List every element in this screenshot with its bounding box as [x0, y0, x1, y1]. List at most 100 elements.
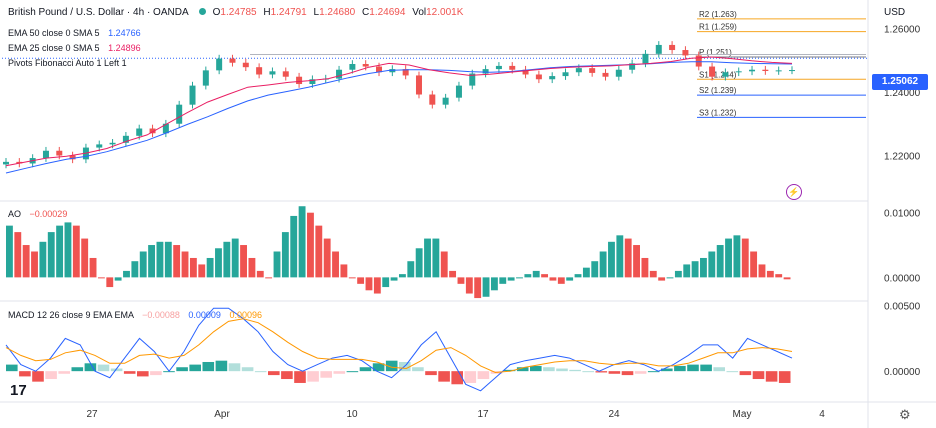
ema25-line[interactable] [5, 56, 793, 167]
macd-histogram-bar [241, 367, 254, 372]
time-axis-tick-label: May [733, 409, 752, 420]
ema50-line[interactable] [5, 61, 793, 174]
candle-body [216, 58, 223, 71]
macd-histogram-bar [543, 367, 555, 372]
macd-histogram-bar [84, 363, 97, 372]
ao-bar [490, 277, 498, 291]
candle-body [42, 150, 49, 159]
ao-bar [348, 277, 356, 279]
macd-signal-value: 0.00096 [229, 310, 262, 320]
ao-bar [14, 232, 22, 278]
ao-bar [399, 274, 406, 278]
candle-body [229, 58, 236, 63]
ao-bar [323, 238, 331, 278]
candle-body [429, 94, 436, 105]
currency-selector[interactable]: USD [884, 7, 906, 18]
candle-body [189, 85, 196, 105]
ao-bar [89, 257, 97, 278]
pivots-legend[interactable]: Pivots Fibonacci Auto 1 Left 1 [8, 58, 127, 68]
macd-histogram-bar [739, 371, 752, 376]
ao-bar [357, 277, 365, 284]
up-dot-icon [198, 8, 206, 15]
macd-histogram-bar [687, 364, 699, 372]
ao-bar [148, 245, 156, 278]
macd-histogram-bar [45, 371, 57, 380]
ohlc-c-label: C [362, 7, 370, 18]
symbol-title[interactable]: British Pound / U.S. Dollar · 4h · OANDA [8, 7, 189, 18]
ao-bar [340, 264, 348, 278]
ao-bar [449, 270, 457, 278]
ao-bar [265, 277, 273, 279]
macd-histogram-bar [569, 369, 581, 372]
ao-bar [315, 225, 323, 278]
candle-body [749, 69, 756, 72]
ao-bar [56, 225, 64, 278]
tradingview-logo-icon[interactable]: 17 [10, 382, 27, 399]
candle-body [149, 128, 156, 134]
ao-bar [47, 232, 55, 278]
ao-legend[interactable]: AO −0.00029 [8, 209, 67, 219]
macd-histogram-bar [464, 371, 477, 383]
macd-histogram-bar [438, 371, 450, 382]
ohlc-o-value: 1.24785 [220, 7, 257, 18]
ao-bar [164, 241, 172, 278]
macd-line[interactable] [5, 307, 793, 392]
ao-bar [725, 238, 732, 278]
candle-body [56, 150, 63, 156]
candle-body [122, 135, 129, 143]
pivot-label: R1 (1.259) [699, 23, 737, 32]
candle-body [602, 72, 609, 77]
macd-histogram-bar [333, 371, 346, 374]
ao-bar [457, 277, 465, 284]
macd-histogram-bar [726, 371, 739, 373]
candle-body [3, 161, 9, 165]
ao-bar [716, 245, 724, 278]
ao-bar [465, 277, 473, 294]
price-axis-tick-label: 1.22000 [884, 152, 921, 163]
settings-gear-icon[interactable]: ⚙ [899, 407, 911, 422]
macd-histogram-bar [110, 368, 123, 372]
candle-body [469, 73, 476, 86]
ao-bar [206, 257, 214, 278]
macd-signal-line[interactable] [5, 318, 793, 374]
ao-bar [290, 215, 298, 278]
macd-histogram-bar [202, 361, 215, 372]
candle-body [376, 66, 383, 73]
candle-body [562, 72, 569, 77]
candle-body [176, 104, 183, 124]
ao-bar [390, 277, 398, 281]
candle-body [762, 69, 769, 71]
macd-histogram-bar [647, 371, 660, 373]
ao-value: −0.00029 [29, 209, 68, 219]
ao-bar [365, 277, 373, 291]
ao-bar [674, 270, 682, 278]
candle-body [336, 69, 343, 79]
macd-histogram-bar [359, 367, 372, 372]
macd-value: 0.00009 [188, 310, 221, 320]
candle-body [402, 69, 409, 76]
ohlc-h-label: H [263, 7, 271, 18]
macd-legend[interactable]: MACD 12 26 close 9 EMA EMA −0.00088 0.00… [8, 310, 262, 320]
pivot-label: R2 (1.263) [699, 10, 737, 19]
lightning-icon[interactable]: ⚡ [786, 184, 802, 200]
ao-bar [332, 251, 339, 278]
ao-bar [215, 248, 222, 278]
ao-bar [750, 251, 758, 278]
ema25-legend[interactable]: EMA 25 close 0 SMA 5 1.24896 [8, 43, 141, 53]
ao-bar [733, 235, 741, 278]
candle-body [775, 70, 782, 72]
ao-bar [181, 251, 189, 278]
ao-bar [440, 251, 448, 278]
ao-bar [173, 245, 181, 278]
ao-bar [382, 277, 390, 288]
ema50-legend[interactable]: EMA 50 close 0 SMA 5 1.24766 [8, 28, 141, 38]
ao-bar [273, 251, 281, 278]
time-axis-tick-label: Apr [214, 409, 230, 420]
candle-body [509, 65, 516, 70]
macd-histogram-bar [228, 363, 241, 372]
ao-bar [189, 257, 197, 278]
candle-body [669, 44, 676, 51]
macd-label: MACD 12 26 close 9 EMA EMA [8, 310, 134, 320]
candle-body [695, 55, 702, 67]
